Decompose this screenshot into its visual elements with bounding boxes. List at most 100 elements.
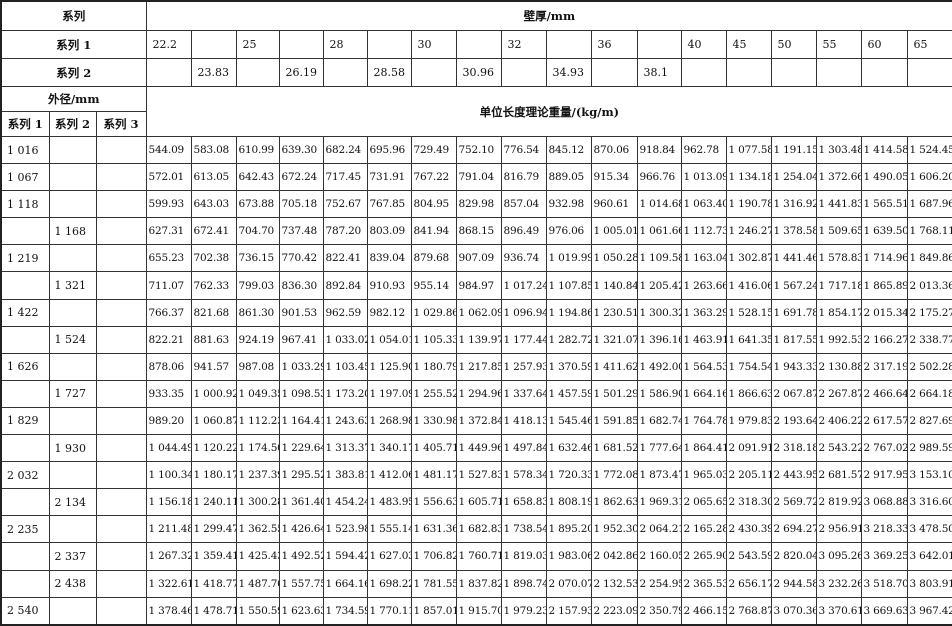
weight-cell: 673.88 [235,190,280,219]
weight-cell: 955.14 [410,271,457,300]
weight-cell: 1 808.19 [545,488,592,517]
weight-cell: 1 817.55 [770,325,817,354]
thickness-series1-cell [366,30,412,59]
weight-cell: 1 983.06 [545,542,592,571]
weight-cell: 1 112.23 [235,406,280,436]
weight-cell: 2 569.72 [770,488,817,517]
wall-thickness-header: 壁厚/mm [145,0,952,31]
table-row: 1 524 822.21 881.63 924.19 967.41 1 033.02 1 0… [0,325,952,354]
weight-cell: 1 717.18 [815,271,862,300]
weight-cell: 1 105.33 [410,325,457,354]
thickness-series1-cell: 36 [590,30,638,59]
weight-cell: 1 033.29 [278,352,324,381]
weight-cell: 845.12 [545,135,592,165]
weight-cell: 1 378.58 [770,217,817,246]
weight-cell: 1 641.35 [725,325,772,354]
od-series2-cell: 1 524 [48,325,97,354]
weight-cell: 3 478.50 [906,515,952,544]
weight-cell: 1 337.64 [500,379,547,408]
thickness-series2-cell [235,58,280,87]
od-series1-cell [0,542,50,571]
thickness-series1-cell: 60 [860,30,908,59]
thickness-series2-cell [680,58,727,87]
weight-cell: 1 454.24 [322,488,368,517]
weight-cell: 1 591.85 [590,406,638,436]
od-series3-cell [95,163,147,192]
weight-cell: 2 656.17 [725,569,772,598]
weight-cell: 2 768.87 [725,596,772,626]
weight-cell: 1 965.03 [680,461,727,490]
weight-cell: 1 120.22 [190,434,237,463]
weight-cell: 767.22 [410,163,457,192]
table-row: 1 016 544.09 583.08 610.99 639.30 682.24 695.9… [0,135,952,165]
weight-cell: 711.07 [145,271,192,300]
weight-cell: 1 062.09 [455,298,502,327]
weight-cell: 1 418.77 [190,569,237,598]
weight-cell: 737.48 [278,217,324,246]
weight-cell: 544.09 [145,135,192,165]
weight-cell: 892.84 [322,271,368,300]
weight-cell: 717.45 [322,163,368,192]
od-series1-cell: 1 067 [0,163,50,192]
weight-cell: 1 177.44 [500,325,547,354]
weight-cell: 841.94 [410,217,457,246]
weight-cell: 2 820.04 [770,542,817,571]
weight-cell: 2 067.87 [770,379,817,408]
thickness-series1-cell: 65 [906,30,952,59]
thickness-series1-cell: 50 [770,30,817,59]
weight-cell: 2 166.27 [860,325,908,354]
weight-cell: 1 295.52 [278,461,324,490]
weight-cell: 1 107.85 [545,271,592,300]
weight-cell: 1 664.16 [680,379,727,408]
weight-cell: 1 103.45 [322,352,368,381]
weight-cell: 1 383.81 [322,461,368,490]
weight-cell: 1 567.24 [770,271,817,300]
weight-cell: 1 952.30 [590,515,638,544]
weight-cell: 1 255.52 [410,379,457,408]
weight-cell: 1 378.46 [145,596,192,626]
weight-cell: 1 979.83 [725,406,772,436]
od-series2-cell [48,596,97,626]
weight-cell: 2 267.87 [815,379,862,408]
weight-cell: 816.79 [500,163,547,192]
od-series2-cell [48,298,97,327]
weight-cell: 2 042.86 [590,542,638,571]
weight-cell: 3 068.88 [860,488,908,517]
weight-cell: 1 299.47 [190,515,237,544]
weight-cell: 2 827.69 [906,406,952,436]
weight-cell: 3 316.60 [906,488,952,517]
weight-cell: 1 263.66 [680,271,727,300]
weight-cell: 966.76 [636,163,682,192]
weight-cell: 960.61 [590,190,638,219]
weight-cell: 2 917.95 [860,461,908,490]
weight-cell: 2 767.02 [860,434,908,463]
weight-cell: 879.68 [410,244,457,273]
weight-cell: 3 070.36 [770,596,817,626]
weight-cell: 1 190.78 [725,190,772,219]
weight-cell: 1 217.85 [455,352,502,381]
thickness-series1-cell [278,30,324,59]
od-series2-cell: 2 438 [48,569,97,598]
od-series3-cell [95,434,147,463]
weight-cell: 2 543.22 [815,434,862,463]
weight-cell: 1 412.06 [366,461,412,490]
weight-cell: 1 014.68 [636,190,682,219]
weight-cell: 910.93 [366,271,412,300]
weight-cell: 2 318.30 [725,488,772,517]
weight-cell: 1 109.58 [636,244,682,273]
weight-cell: 1 033.02 [322,325,368,354]
thickness-series1-cell: 40 [680,30,727,59]
weight-cell: 889.05 [545,163,592,192]
weight-cell: 1 112.73 [680,217,727,246]
weight-cell: 1 240.11 [190,488,237,517]
weight-cell: 1 156.18 [145,488,192,517]
weight-cell: 1 698.22 [366,569,412,598]
weight-cell: 736.15 [235,244,280,273]
weight-cell: 1 257.93 [500,352,547,381]
od-series1-cell: 1 118 [0,190,50,219]
thickness-series2-cell [770,58,817,87]
thickness-series1-cell: 45 [725,30,772,59]
weight-cell: 1 243.63 [322,406,368,436]
